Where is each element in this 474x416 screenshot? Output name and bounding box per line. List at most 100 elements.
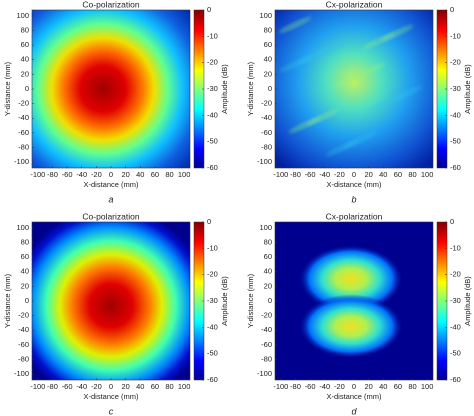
y-tick-label: -40 bbox=[18, 325, 29, 334]
x-tick-label: -80 bbox=[290, 382, 301, 391]
y-tick-label: -80 bbox=[261, 355, 272, 364]
x-tick-label: -80 bbox=[47, 382, 58, 391]
colorbar-label: Amplitude (dB) bbox=[463, 64, 472, 114]
y-tick-label: 80 bbox=[264, 237, 272, 246]
x-tick-label: 0 bbox=[352, 382, 356, 391]
heatmap bbox=[275, 222, 433, 380]
colorbar-tick-label: -60 bbox=[207, 163, 218, 172]
x-tick-label: -40 bbox=[76, 170, 87, 179]
colorbar-tick-label: -10 bbox=[450, 243, 461, 252]
y-tick-label: 60 bbox=[21, 252, 29, 261]
caption: a bbox=[108, 194, 113, 204]
colorbar-tick-label: -20 bbox=[207, 270, 218, 279]
colorbar-tick-label: -10 bbox=[207, 31, 218, 40]
colorbar-tick-label: -50 bbox=[207, 137, 218, 146]
colorbar-tick-label: -30 bbox=[207, 296, 218, 305]
y-tick-label: 40 bbox=[21, 267, 29, 276]
x-axis-label: X-distance (mm) bbox=[83, 392, 139, 401]
heatmap-lobe bbox=[298, 294, 403, 359]
x-tick-label: 40 bbox=[379, 382, 387, 391]
y-tick-label: 100 bbox=[16, 223, 29, 232]
x-tick-label: 60 bbox=[151, 170, 159, 179]
y-tick-label: -20 bbox=[18, 311, 29, 320]
y-tick-label: -80 bbox=[18, 355, 29, 364]
colorbar-tick-label: -30 bbox=[207, 84, 218, 93]
heatmap-texture bbox=[278, 16, 312, 34]
y-tick-label: 80 bbox=[264, 25, 272, 34]
x-tick-label: -60 bbox=[62, 170, 73, 179]
x-tick-label: -60 bbox=[305, 382, 316, 391]
y-tick-label: 60 bbox=[264, 40, 272, 49]
y-tick-label: 80 bbox=[21, 237, 29, 246]
y-tick-label: -80 bbox=[18, 143, 29, 152]
heatmap-texture bbox=[371, 93, 405, 111]
x-tick-label: 20 bbox=[364, 382, 372, 391]
colorbar-label: Amplitude (dB) bbox=[220, 276, 229, 326]
y-axis-label: Y-distance (mm) bbox=[246, 61, 255, 116]
x-tick-label: 40 bbox=[136, 382, 144, 391]
colorbar-tick-label: 0 bbox=[207, 5, 211, 14]
y-tick-label: 20 bbox=[21, 69, 29, 78]
panel-title: Co-polarization bbox=[82, 211, 139, 221]
colorbar-tick-label: 0 bbox=[450, 5, 454, 14]
x-axis-label: X-distance (mm) bbox=[326, 180, 382, 189]
y-tick-label: 40 bbox=[264, 267, 272, 276]
y-tick-label: 0 bbox=[25, 84, 29, 93]
y-tick-label: -20 bbox=[18, 99, 29, 108]
heatmap bbox=[32, 222, 190, 380]
colorbar-tick-label: 0 bbox=[450, 217, 454, 226]
colorbar-tick-label: -60 bbox=[207, 375, 218, 384]
y-tick-label: -40 bbox=[261, 113, 272, 122]
colorbar-tick-label: 0 bbox=[207, 217, 211, 226]
x-tick-label: -100 bbox=[30, 382, 45, 391]
y-tick-label: -100 bbox=[14, 369, 29, 378]
x-tick-label: -20 bbox=[91, 382, 102, 391]
y-axis-label: Y-distance (mm) bbox=[3, 61, 12, 116]
x-tick-label: 80 bbox=[408, 170, 416, 179]
x-tick-label: 60 bbox=[394, 382, 402, 391]
x-tick-label: 100 bbox=[421, 382, 434, 391]
y-tick-label: -40 bbox=[261, 325, 272, 334]
x-tick-label: -20 bbox=[334, 170, 345, 179]
y-tick-label: 20 bbox=[21, 281, 29, 290]
heatmap-field bbox=[32, 222, 190, 380]
y-tick-label: 40 bbox=[264, 55, 272, 64]
colorbar-label: Amplitude (dB) bbox=[220, 64, 229, 114]
y-axis-label: Y-distance (mm) bbox=[246, 273, 255, 328]
y-tick-label: -60 bbox=[18, 128, 29, 137]
y-tick-label: 20 bbox=[264, 281, 272, 290]
colorbar-tick-label: -20 bbox=[450, 270, 461, 279]
y-tick-label: -40 bbox=[18, 113, 29, 122]
y-tick-label: 60 bbox=[21, 40, 29, 49]
colorbar-tick-label: -10 bbox=[207, 243, 218, 252]
x-tick-label: -100 bbox=[30, 170, 45, 179]
colorbar-tick-label: -40 bbox=[450, 110, 461, 119]
heatmap-texture bbox=[279, 55, 313, 73]
heatmap-field bbox=[32, 10, 190, 168]
y-tick-label: -100 bbox=[14, 157, 29, 166]
caption: d bbox=[351, 406, 357, 416]
panel-title: Co-polarization bbox=[82, 0, 139, 9]
y-tick-label: 60 bbox=[264, 252, 272, 261]
colorbar-tick-label: -10 bbox=[450, 31, 461, 40]
heatmap bbox=[32, 10, 190, 168]
x-tick-label: 100 bbox=[178, 382, 191, 391]
x-tick-label: -60 bbox=[305, 170, 316, 179]
heatmap-texture bbox=[334, 70, 368, 88]
y-tick-label: -100 bbox=[257, 369, 272, 378]
colorbar-tick-label: -40 bbox=[207, 110, 218, 119]
x-tick-label: -100 bbox=[273, 170, 288, 179]
colorbar-tick-label: -20 bbox=[450, 58, 461, 67]
colorbar-tick-label: -40 bbox=[207, 322, 218, 331]
y-tick-label: -20 bbox=[261, 99, 272, 108]
panel: Co-polarization-100 -80 -60 -40 -20 0 20 40 60 80… bbox=[3, 0, 229, 204]
y-tick-label: 0 bbox=[268, 84, 272, 93]
x-tick-label: 80 bbox=[408, 382, 416, 391]
x-tick-label: -40 bbox=[76, 382, 87, 391]
x-tick-label: -40 bbox=[319, 170, 330, 179]
colorbar-tick-label: -30 bbox=[450, 296, 461, 305]
y-tick-label: 100 bbox=[259, 223, 272, 232]
y-tick-label: 40 bbox=[21, 55, 29, 64]
x-tick-label: -40 bbox=[319, 382, 330, 391]
